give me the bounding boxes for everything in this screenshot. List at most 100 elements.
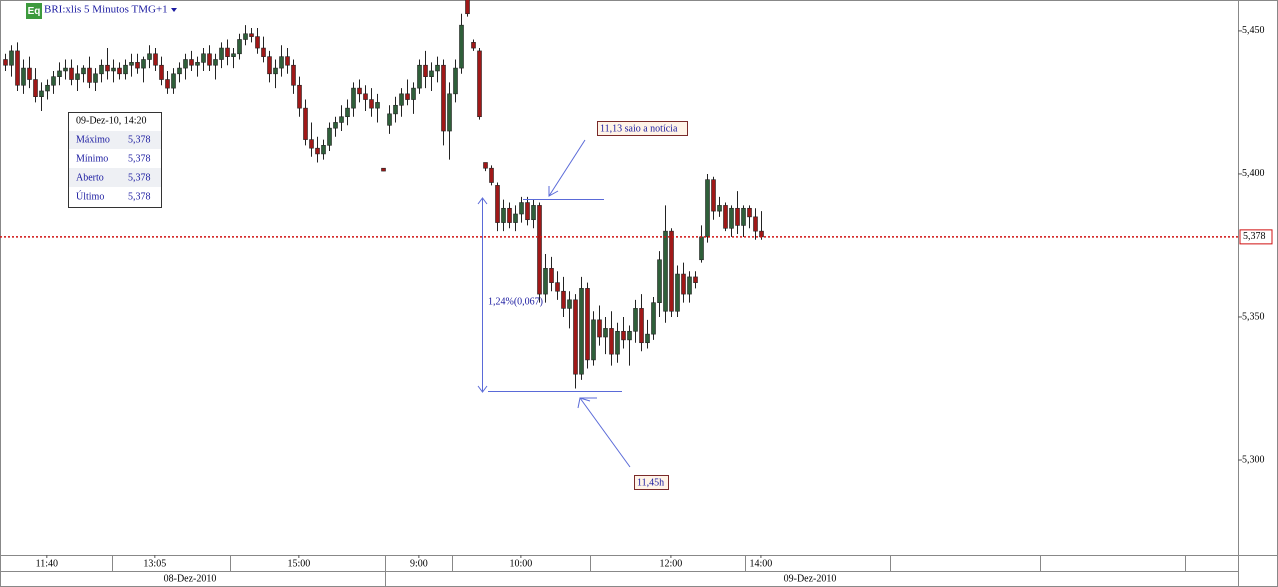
candle-body: [99, 64, 104, 75]
candle-body: [345, 107, 350, 118]
candle-body: [729, 207, 734, 229]
last-price-label: 5,378: [1243, 231, 1266, 242]
candle-body: [75, 73, 80, 80]
candle-body: [645, 333, 650, 344]
candle-body: [69, 67, 74, 80]
candle-body: [585, 288, 590, 361]
info-label: Último: [76, 190, 104, 202]
x-tick-label: 15:00: [287, 558, 310, 569]
y-tick-label: 5,300: [1242, 454, 1265, 465]
candle-body: [177, 67, 182, 75]
candle-body: [351, 87, 356, 109]
candle-body: [429, 70, 434, 77]
candle-body: [639, 308, 644, 344]
candle-body: [561, 290, 566, 309]
title-dropdown[interactable]: [171, 8, 177, 12]
candle-body: [57, 70, 62, 77]
candle-body: [3, 59, 8, 66]
candle-body: [291, 64, 296, 86]
badge: [26, 3, 42, 19]
annotation-text: 11,13 saio a notícia: [600, 123, 678, 134]
y-tick-label: 5,450: [1242, 25, 1265, 36]
candle-body: [249, 33, 254, 37]
annotation-text: 1,24%(0,067): [488, 296, 543, 307]
candle-body: [495, 185, 500, 223]
candle-body: [237, 39, 242, 55]
candle-body: [753, 216, 758, 232]
plot-area: [3, 0, 764, 389]
candle-body: [15, 50, 20, 86]
candle-body: [381, 167, 386, 172]
candle-body: [633, 308, 638, 332]
candle-body: [591, 319, 596, 361]
candle-body: [567, 299, 572, 309]
candle-body: [513, 213, 518, 223]
candle-body: [117, 67, 122, 75]
candle-body: [141, 59, 146, 69]
candle-body: [87, 67, 92, 83]
candle-body: [183, 59, 188, 69]
badge-text: Eq: [28, 6, 41, 17]
candle-body: [459, 24, 464, 69]
candle-body: [471, 42, 476, 49]
candle-body: [387, 113, 392, 126]
candle-body: [651, 302, 656, 335]
candle-body: [603, 328, 608, 338]
candle-body: [81, 67, 86, 75]
x-tick-label: 14:00: [750, 558, 773, 569]
info-value: 5,378: [128, 153, 151, 164]
candle-body: [507, 207, 512, 223]
candle-body: [663, 230, 668, 312]
candle-body: [225, 47, 230, 57]
candle-body: [747, 207, 752, 218]
candle-body: [405, 93, 410, 100]
candle-body: [339, 116, 344, 123]
candle-body: [129, 62, 134, 66]
candle-body: [447, 93, 452, 132]
candle-body: [423, 64, 428, 77]
candle-body: [657, 259, 662, 303]
session-label: 09-Dez-2010: [784, 573, 837, 584]
info-label: Mínimo: [76, 153, 108, 164]
info-value: 5,378: [128, 134, 151, 145]
candle-body: [453, 67, 458, 95]
candle-body: [189, 59, 194, 66]
candle-body: [321, 145, 326, 155]
last-price-box: [1239, 229, 1273, 245]
candle-body: [303, 107, 308, 140]
candle-body: [105, 64, 110, 72]
chart-title[interactable]: BRI:xlis 5 Minutos TMG+1: [44, 4, 168, 16]
candle-body: [165, 79, 170, 89]
candle-body: [717, 205, 722, 212]
candle-body: [213, 59, 218, 66]
candle-body: [621, 330, 626, 341]
candle-body: [243, 33, 248, 40]
candle-body: [573, 299, 578, 375]
candle-body: [699, 236, 704, 261]
candle-body: [153, 53, 158, 66]
candle-body: [723, 205, 728, 229]
candle-body: [555, 282, 560, 292]
annotation-lines: [477, 139, 631, 468]
candle-body: [687, 276, 692, 295]
candle-body: [63, 67, 68, 72]
x-tick-label: 12:00: [660, 558, 683, 569]
candle-body: [759, 230, 764, 238]
session-label: 08-Dez-2010: [164, 573, 217, 584]
x-tick-label: 13:05: [143, 558, 166, 569]
candle-body: [219, 47, 224, 60]
candle-body: [9, 50, 14, 66]
candle-body: [159, 64, 164, 80]
candle-body: [327, 127, 332, 146]
y-tick-label: 5,400: [1242, 168, 1265, 179]
x-tick-label: 10:00: [509, 558, 532, 569]
x-tick-label: 11:40: [36, 558, 58, 569]
candle-body: [549, 268, 554, 283]
candle-body: [693, 276, 698, 283]
candle-body: [615, 330, 620, 355]
candle-body: [531, 205, 536, 221]
candle-body: [597, 319, 602, 338]
annotation-box: [597, 121, 688, 136]
